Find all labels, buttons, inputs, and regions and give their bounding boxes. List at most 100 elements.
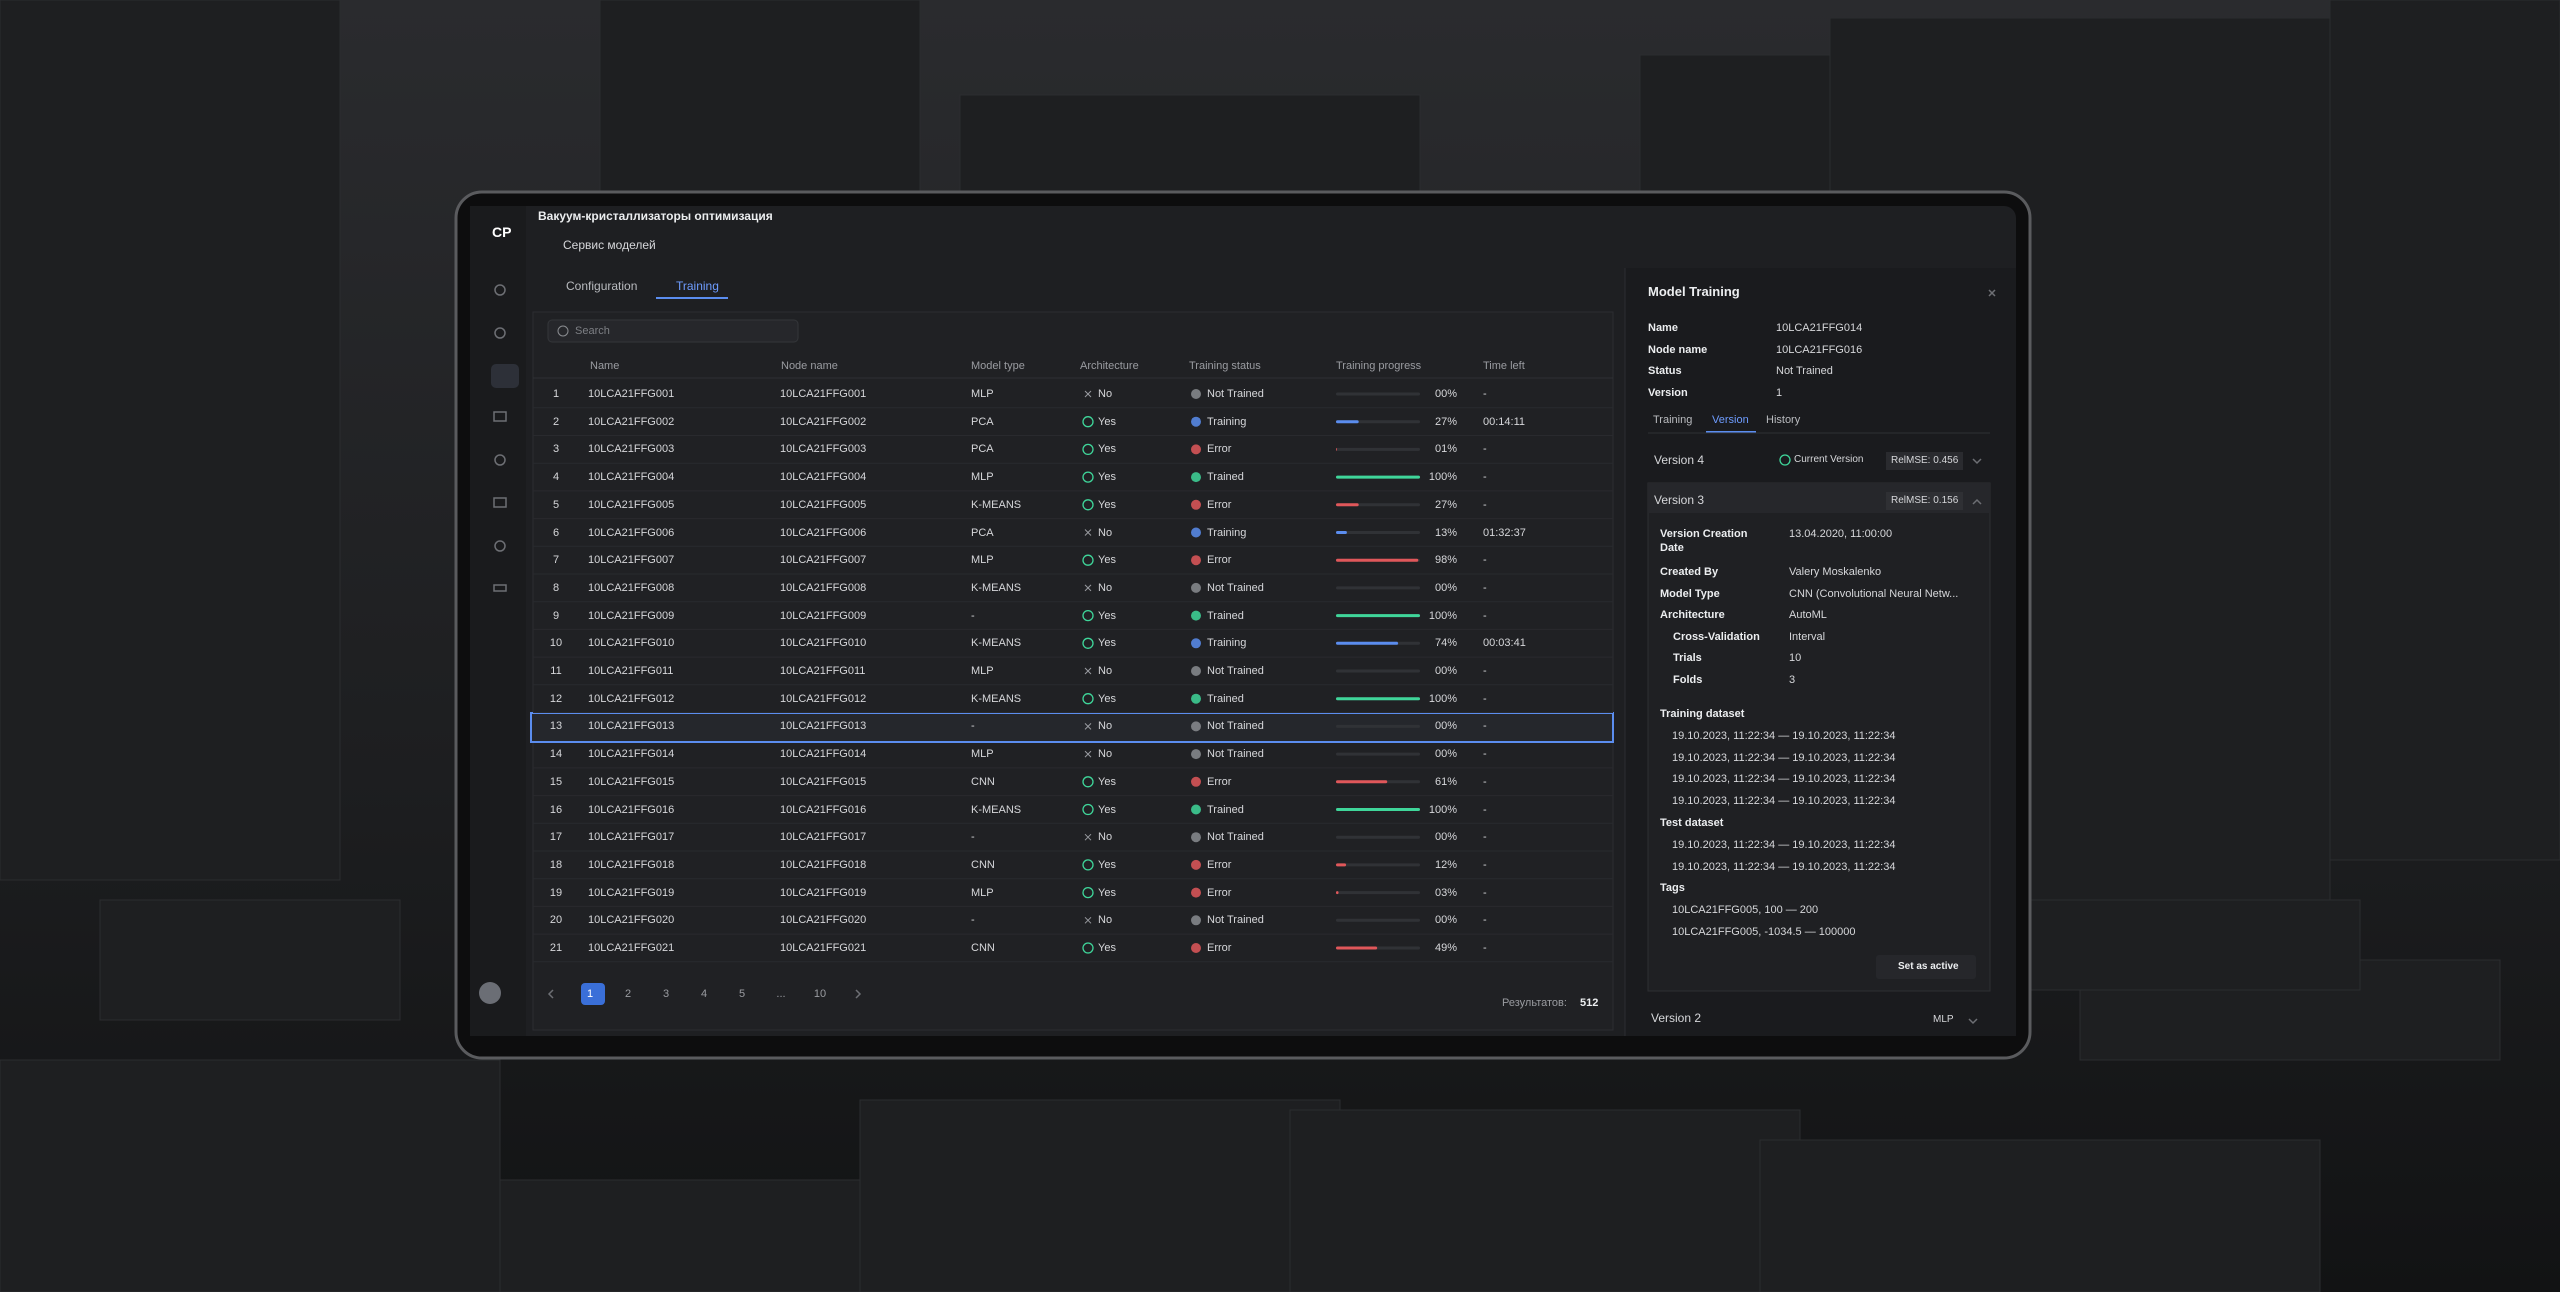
cell-progress: 00% — [1434, 914, 1457, 927]
cell-architecture: Yes — [1098, 803, 1116, 816]
cell-time-left: - — [1483, 665, 1487, 677]
row-number: 6 — [552, 526, 560, 539]
panel-tab[interactable]: Version — [1712, 414, 1749, 426]
status-icon — [1191, 389, 1201, 399]
status-icon — [1191, 776, 1201, 787]
dataset-range: 19.10.2023, 11:22:34 — 19.10.2023, 11:22… — [1672, 839, 1896, 851]
arch-icon — [1084, 584, 1092, 592]
cell-progress: 00% — [1434, 581, 1457, 594]
cell-architecture: Yes — [1098, 443, 1116, 456]
progress-bar — [1336, 503, 1359, 507]
panel-tab[interactable]: History — [1766, 414, 1801, 426]
progress-bar — [1336, 697, 1420, 701]
cell-status: Error — [1207, 443, 1232, 456]
cell-status: Not Trained — [1207, 581, 1264, 594]
cell-time-left: - — [1483, 498, 1487, 511]
cell-time-left: - — [1483, 886, 1487, 899]
cell-progress: 00% — [1434, 748, 1457, 761]
cell-status: Error — [1207, 886, 1232, 899]
cell-status: Error — [1207, 554, 1232, 567]
detail-value: CNN (Convolutional Neural Netw... — [1789, 587, 1959, 600]
version-label: Version 3 — [1654, 493, 1705, 507]
cell-name: 10LCA21FFG008 — [588, 581, 675, 594]
cell-model-type: - — [971, 914, 975, 927]
row-number: 11 — [550, 665, 562, 677]
cell-name: 10LCA21FFG010 — [588, 637, 675, 650]
cell-architecture: Yes — [1098, 554, 1116, 567]
page-button[interactable]: 3 — [662, 988, 670, 1000]
cell-progress: 12% — [1434, 858, 1457, 871]
current-icon — [1779, 454, 1791, 466]
cell-progress: 00% — [1434, 831, 1457, 844]
progress-bar — [1336, 863, 1347, 867]
tab[interactable]: Training — [676, 279, 719, 293]
section-label: Training dataset — [1660, 708, 1745, 720]
page-button[interactable]: 4 — [700, 988, 708, 1000]
panel-title: Model Training — [1648, 284, 1740, 299]
progress-track — [1336, 835, 1420, 839]
page-button[interactable]: ... — [776, 988, 786, 1000]
status-icon — [1191, 693, 1201, 704]
breadcrumb: Сервис моделей — [563, 238, 656, 252]
tag: 10LCA21FFG005, -1034.5 — 100000 — [1672, 925, 1856, 938]
cell-node: 10LCA21FFG014 — [780, 748, 867, 761]
row-number: 13 — [549, 720, 563, 733]
tag: 10LCA21FFG005, 100 — 200 — [1672, 904, 1819, 916]
cell-time-left: - — [1483, 942, 1487, 954]
detail-label: Trials — [1673, 652, 1702, 664]
row-number: 19 — [549, 886, 563, 899]
cell-name: 10LCA21FFG015 — [588, 775, 675, 788]
page-button[interactable]: 1 — [586, 988, 594, 1000]
version-label: Version 4 — [1654, 453, 1705, 467]
column-header: Node name — [781, 360, 838, 372]
cell-model-type: MLP — [971, 665, 994, 677]
cell-time-left: 00:03:41 — [1483, 637, 1526, 650]
field-label: Status — [1648, 365, 1682, 377]
detail-label: Version Creation Date — [1660, 528, 1748, 554]
tab[interactable]: Configuration — [566, 279, 638, 293]
cell-name: 10LCA21FFG018 — [588, 858, 675, 871]
cell-status: Trained — [1207, 471, 1244, 484]
arch-icon — [1082, 416, 1094, 428]
cell-progress: 100% — [1428, 692, 1457, 705]
cell-node: 10LCA21FFG018 — [780, 858, 867, 871]
row-number: 3 — [552, 443, 560, 456]
progress-track — [1336, 891, 1420, 895]
cell-model-type: CNN — [971, 942, 995, 954]
arch-icon — [1084, 667, 1092, 675]
cell-architecture: Yes — [1098, 942, 1116, 954]
panel-tab[interactable]: Training — [1653, 414, 1693, 426]
column-header: Training status — [1189, 360, 1261, 372]
cell-architecture: Yes — [1098, 858, 1116, 871]
cell-time-left: - — [1483, 803, 1487, 816]
arch-icon — [1084, 529, 1092, 536]
cell-name: 10LCA21FFG012 — [588, 692, 675, 705]
cell-model-type: K-MEANS — [971, 637, 1022, 650]
progress-track — [1336, 447, 1420, 451]
set-active-button[interactable]: Set as active — [1898, 961, 1959, 972]
cell-architecture: No — [1098, 388, 1113, 400]
row-number: 16 — [549, 803, 563, 816]
cell-architecture: No — [1098, 665, 1113, 677]
cell-architecture: Yes — [1098, 415, 1116, 428]
page-button[interactable]: 10 — [813, 988, 827, 1000]
status-icon — [1191, 832, 1201, 843]
cell-architecture: Yes — [1098, 471, 1116, 484]
status-icon — [1191, 943, 1201, 953]
cell-name: 10LCA21FFG014 — [588, 748, 675, 761]
page-button[interactable]: 2 — [624, 988, 632, 1000]
cell-model-type: MLP — [971, 554, 994, 567]
cell-progress: 61% — [1434, 775, 1457, 788]
detail-label: Architecture — [1660, 609, 1725, 621]
progress-bar — [1336, 531, 1347, 534]
cell-progress: 98% — [1434, 554, 1457, 567]
field-value: 1 — [1776, 386, 1783, 399]
cell-status: Not Trained — [1207, 914, 1264, 927]
cell-status: Trained — [1207, 609, 1244, 622]
cell-name: 10LCA21FFG007 — [588, 554, 675, 567]
search-input[interactable]: Search — [575, 325, 610, 337]
cell-time-left: - — [1483, 831, 1487, 844]
page-button[interactable]: 5 — [738, 988, 746, 1000]
results-label: Результатов: — [1502, 997, 1567, 1009]
row-number: 14 — [549, 748, 563, 761]
